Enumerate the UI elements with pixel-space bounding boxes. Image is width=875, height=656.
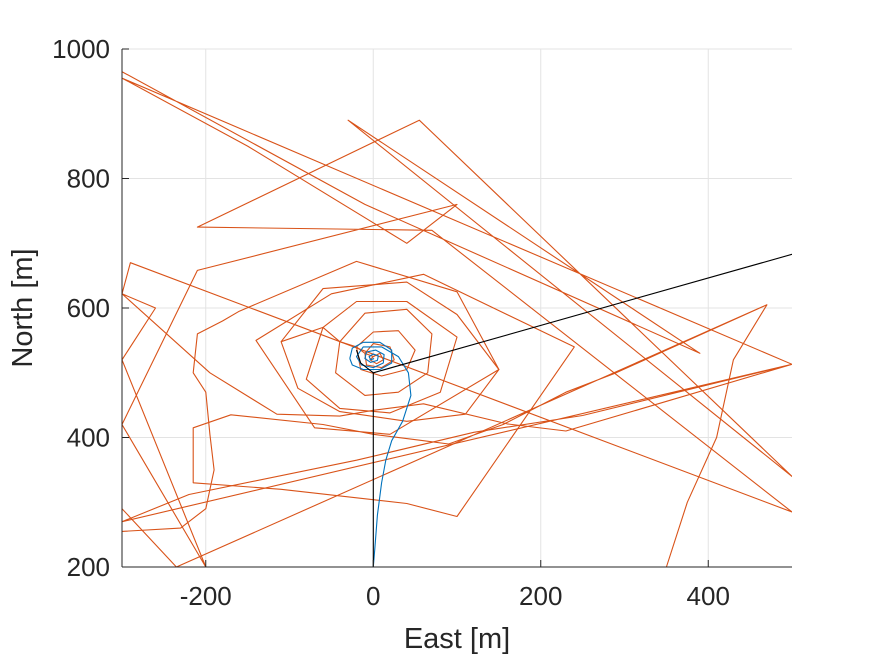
grid-lines bbox=[122, 48, 792, 568]
series-line-2 bbox=[122, 260, 768, 567]
y-tick-label: 400 bbox=[67, 423, 110, 453]
y-tick-label: 600 bbox=[67, 293, 110, 323]
series-line-1 bbox=[122, 71, 792, 567]
tick-group: -200 0 200 400 200 400 600 800 1000 bbox=[52, 34, 792, 611]
y-tick-label: 200 bbox=[67, 552, 110, 582]
x-tick-label: -200 bbox=[180, 581, 232, 611]
y-tick-label: 800 bbox=[67, 164, 110, 194]
series-line-3 bbox=[665, 304, 768, 567]
x-axis-label: East [m] bbox=[404, 623, 510, 655]
series-group bbox=[122, 71, 792, 567]
series-line-4 bbox=[280, 281, 500, 422]
x-tick-label: 0 bbox=[366, 581, 380, 611]
series-line-6 bbox=[349, 341, 393, 371]
series-line-7 bbox=[355, 253, 792, 567]
x-tick-label: 200 bbox=[519, 581, 562, 611]
y-axis-label: North [m] bbox=[7, 248, 39, 367]
x-tick-label: 400 bbox=[687, 581, 730, 611]
series-line-5 bbox=[355, 346, 412, 567]
y-tick-label: 1000 bbox=[52, 34, 110, 64]
